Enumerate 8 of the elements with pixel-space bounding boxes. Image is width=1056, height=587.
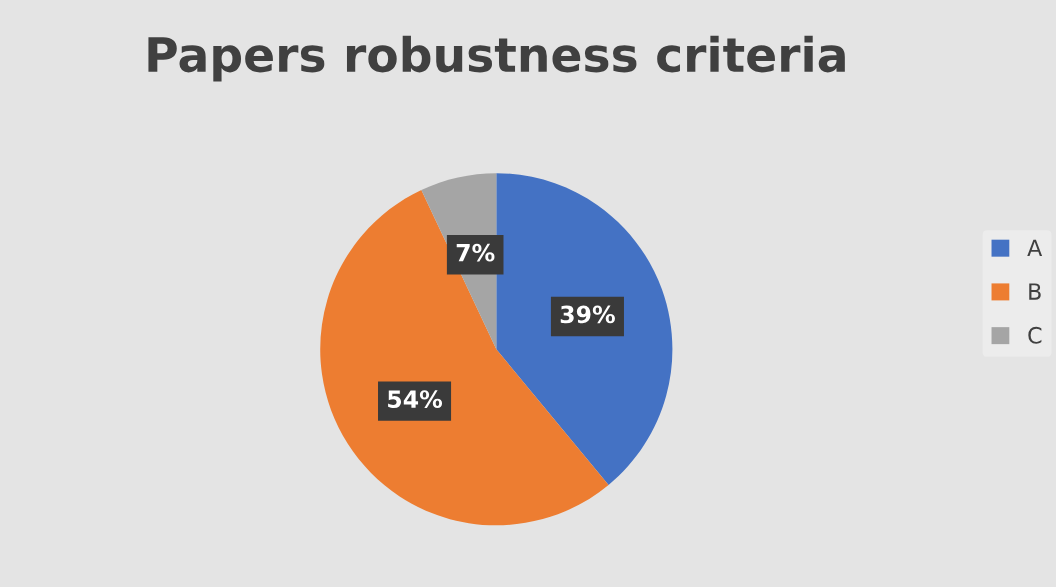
legend-label: B [1029,283,1041,300]
legend-label: C [1028,326,1042,344]
legend-label: A [1027,239,1043,256]
data-label: 39% [560,305,615,324]
data-label: 54% [388,390,443,409]
pie-slice [496,173,673,485]
data-label: 7% [456,243,495,262]
chart-title: Papers robustness criteria [148,35,845,82]
